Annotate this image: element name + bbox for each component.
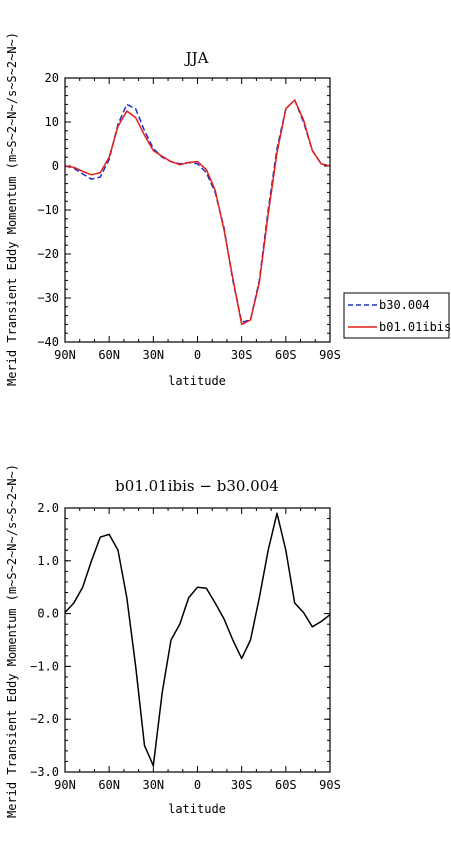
y-tick-label: 1.0 (37, 554, 59, 568)
legend-box (343, 292, 450, 339)
x-tick-label: 90N (54, 778, 76, 792)
panel-difference: b01.01ibis − b30.004 Merid Transient Edd… (5, 464, 341, 818)
legend: b30.004 b01.01ibis (343, 292, 451, 339)
y-tick-label: 20 (45, 71, 59, 85)
legend-label-b30-004: b30.004 (379, 298, 430, 312)
y-tick-label: −10 (37, 203, 59, 217)
x-tick-label: 30N (142, 778, 164, 792)
series-line-difference (64, 512, 331, 767)
y-tick-label: 0.0 (37, 607, 59, 621)
x-tick-label: 90N (54, 348, 76, 362)
series-lines (64, 99, 331, 326)
x-tick-label: 60S (275, 348, 297, 362)
panel-title: b01.01ibis − b30.004 (115, 477, 279, 495)
x-tick-label: 30S (231, 778, 253, 792)
x-axis-title: latitude (168, 374, 226, 388)
x-tick-label: 0 (194, 348, 201, 362)
y-axis-title: Merid Transient Eddy Momentum (m~S~2~N~/… (5, 464, 19, 818)
axis-ticks: 90N 60N 30N 0 30S 60S 90S 20 10 0 −10 −20 −30 −40 (37, 71, 341, 362)
x-tick-label: 30N (142, 348, 164, 362)
y-tick-label: −30 (37, 291, 59, 305)
x-tick-label: 60N (98, 348, 120, 362)
y-tick-label: −1.0 (30, 659, 59, 673)
x-tick-label: 60S (275, 778, 297, 792)
axis-ticks: 90N 60N 30N 0 30S 60S 90S 2.0 1.0 0.0 −1.0 −2.0 −3.0 (30, 501, 341, 792)
y-tick-label: 2.0 (37, 501, 59, 515)
series-line-b30-004 (64, 99, 331, 323)
y-tick-label: 10 (45, 115, 59, 129)
series-line-b01-01ibis (64, 99, 331, 326)
x-axis-title: latitude (168, 802, 226, 816)
x-tick-label: 0 (194, 778, 201, 792)
x-tick-label: 90S (319, 348, 341, 362)
x-tick-label: 60N (98, 778, 120, 792)
series-lines (64, 512, 331, 767)
y-tick-label: −40 (37, 335, 59, 349)
y-axis-title: Merid Transient Eddy Momentum (m~S~2~N~/… (5, 32, 19, 386)
y-tick-label: −3.0 (30, 765, 59, 779)
x-tick-label: 30S (231, 348, 253, 362)
plot-frame (64, 507, 331, 773)
panel-title: JJA (184, 49, 209, 67)
y-tick-label: 0 (52, 159, 59, 173)
panel-jja: JJA Merid Transient Eddy Momentum (m~S~2… (5, 32, 341, 388)
y-tick-label: −2.0 (30, 712, 59, 726)
legend-label-b01-01ibis: b01.01ibis (379, 320, 451, 334)
plot-frame (64, 77, 331, 343)
y-tick-label: −20 (37, 247, 59, 261)
x-tick-label: 90S (319, 778, 341, 792)
